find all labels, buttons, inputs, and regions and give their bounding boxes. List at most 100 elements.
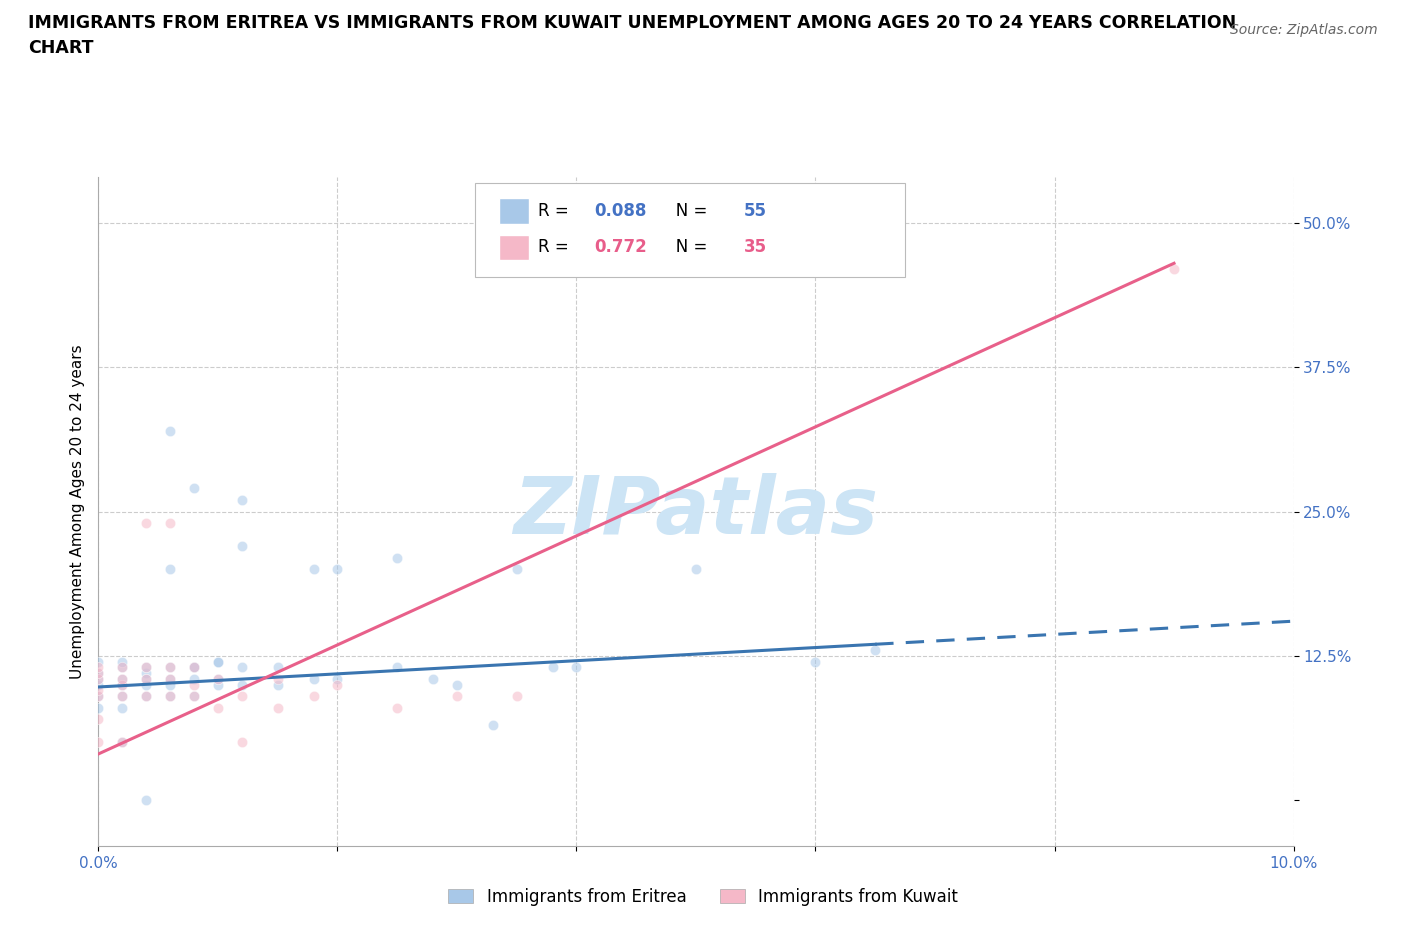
Point: [135, 689, 157, 704]
Point: [135, 689, 157, 704]
Point: [111, 735, 134, 750]
Point: [111, 735, 134, 750]
Point: [267, 671, 290, 686]
Point: [135, 660, 157, 675]
Point: [87, 654, 110, 669]
Point: [385, 700, 409, 715]
Point: [1163, 261, 1185, 276]
Point: [87, 711, 110, 726]
Point: [111, 700, 134, 715]
Point: [183, 660, 205, 675]
Point: [207, 671, 229, 686]
Text: ZIPatlas: ZIPatlas: [513, 472, 879, 551]
Point: [267, 677, 290, 692]
Point: [183, 689, 205, 704]
Point: [135, 671, 157, 686]
Point: [87, 677, 110, 692]
Point: [207, 677, 229, 692]
Point: [183, 671, 205, 686]
Point: [326, 677, 349, 692]
Text: 55: 55: [744, 202, 766, 219]
Point: [231, 689, 253, 704]
Point: [135, 677, 157, 692]
Text: N =: N =: [661, 202, 713, 219]
Point: [135, 792, 157, 807]
Point: [302, 689, 325, 704]
Text: 35: 35: [744, 238, 766, 256]
Point: [302, 671, 325, 686]
Point: [231, 493, 253, 508]
Legend: Immigrants from Eritrea, Immigrants from Kuwait: Immigrants from Eritrea, Immigrants from…: [441, 881, 965, 912]
Point: [326, 671, 349, 686]
Text: CHART: CHART: [28, 39, 94, 57]
Point: [446, 689, 468, 704]
Point: [135, 666, 157, 681]
Point: [159, 671, 181, 686]
Point: [207, 654, 229, 669]
Point: [183, 660, 205, 675]
Point: [111, 677, 134, 692]
Point: [207, 700, 229, 715]
Text: 0.772: 0.772: [595, 238, 647, 256]
Point: [87, 666, 110, 681]
Point: [207, 654, 229, 669]
Point: [231, 660, 253, 675]
Point: [159, 660, 181, 675]
Point: [385, 660, 409, 675]
Point: [87, 689, 110, 704]
Point: [159, 562, 181, 577]
Text: N =: N =: [661, 238, 713, 256]
Text: R =: R =: [538, 202, 574, 219]
Point: [267, 660, 290, 675]
Point: [541, 660, 564, 675]
Point: [135, 660, 157, 675]
Point: [111, 677, 134, 692]
Point: [481, 718, 505, 733]
Point: [565, 660, 588, 675]
Point: [506, 689, 529, 704]
Point: [87, 671, 110, 686]
Point: [87, 671, 110, 686]
Point: [183, 660, 205, 675]
Point: [159, 689, 181, 704]
Point: [159, 677, 181, 692]
Bar: [499, 235, 529, 260]
Point: [685, 562, 707, 577]
Point: [111, 671, 134, 686]
Point: [159, 423, 181, 438]
Text: IMMIGRANTS FROM ERITREA VS IMMIGRANTS FROM KUWAIT UNEMPLOYMENT AMONG AGES 20 TO : IMMIGRANTS FROM ERITREA VS IMMIGRANTS FR…: [28, 14, 1236, 32]
Point: [422, 671, 444, 686]
Point: [183, 689, 205, 704]
Point: [183, 481, 205, 496]
Point: [111, 660, 134, 675]
Point: [111, 689, 134, 704]
Point: [302, 562, 325, 577]
Point: [111, 654, 134, 669]
Point: [183, 677, 205, 692]
Point: [87, 700, 110, 715]
Point: [87, 683, 110, 698]
Text: R =: R =: [538, 238, 574, 256]
Point: [159, 515, 181, 530]
Text: Source: ZipAtlas.com: Source: ZipAtlas.com: [1230, 23, 1378, 37]
Point: [865, 643, 887, 658]
Point: [804, 654, 827, 669]
Point: [207, 671, 229, 686]
Y-axis label: Unemployment Among Ages 20 to 24 years: Unemployment Among Ages 20 to 24 years: [69, 344, 84, 679]
Point: [231, 735, 253, 750]
Point: [159, 689, 181, 704]
Point: [87, 735, 110, 750]
Point: [506, 562, 529, 577]
Point: [87, 689, 110, 704]
Point: [135, 515, 157, 530]
Point: [111, 660, 134, 675]
Point: [111, 689, 134, 704]
Bar: [499, 198, 529, 223]
Point: [385, 551, 409, 565]
Point: [159, 660, 181, 675]
Point: [159, 671, 181, 686]
Point: [267, 700, 290, 715]
Point: [446, 677, 468, 692]
FancyBboxPatch shape: [475, 183, 905, 277]
Point: [231, 538, 253, 553]
